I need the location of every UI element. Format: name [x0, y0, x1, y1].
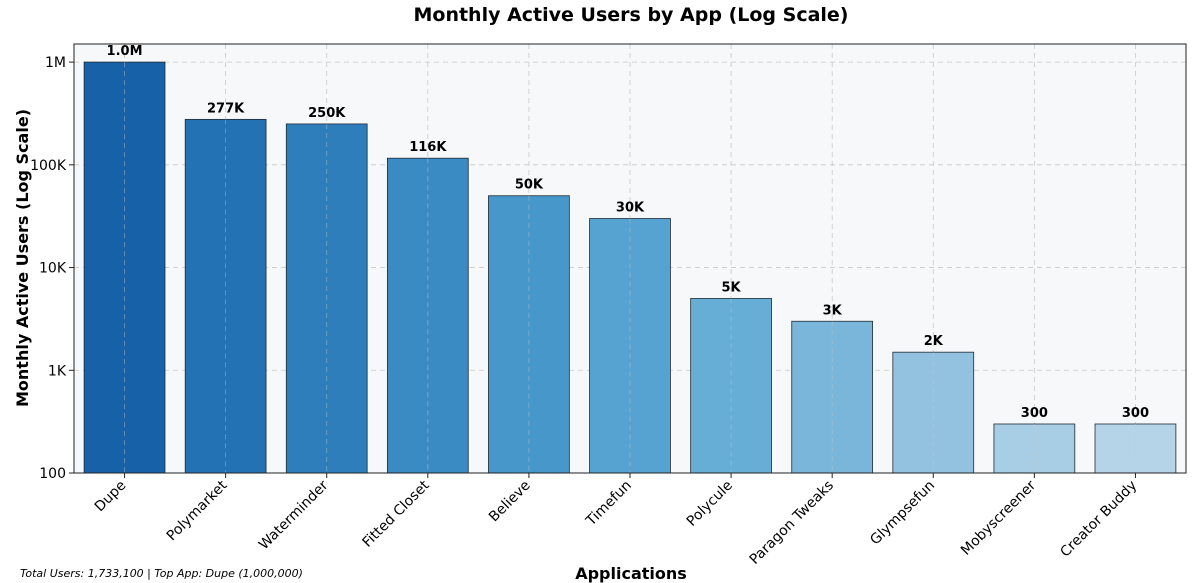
data-label: 30K: [616, 201, 645, 216]
y-tick-label: 1M: [45, 55, 66, 71]
y-axis-label: Monthly Active Users (Log Scale): [13, 109, 32, 407]
bar: [83, 61, 166, 474]
bar: [1094, 423, 1177, 474]
data-label: 300: [1122, 406, 1149, 421]
data-label: 116K: [409, 140, 447, 155]
bar: [184, 118, 267, 474]
x-tick-label: Polymarket: [164, 477, 231, 544]
data-label: 300: [1021, 406, 1048, 421]
x-tick-label: Paragon Tweaks: [747, 478, 837, 568]
x-tick-label: Fitted Closet: [359, 477, 433, 551]
y-tick-label: 100K: [30, 158, 67, 174]
x-tick-label: Dupe: [92, 478, 130, 516]
data-label: 2K: [924, 334, 944, 349]
y-tick-label: 100: [39, 466, 66, 482]
y-tick-label: 1K: [48, 363, 67, 379]
x-tick-label: Timefun: [583, 478, 635, 530]
x-axis-label: Applications: [575, 564, 687, 583]
x-tick-label: Polycule: [684, 478, 736, 530]
data-label: 3K: [823, 303, 843, 318]
data-label: 250K: [308, 106, 346, 121]
x-tick-label: Glympsefun: [867, 478, 938, 549]
x-tick-label: Waterminder: [256, 477, 332, 553]
chart-title: Monthly Active Users by App (Log Scale): [413, 4, 848, 26]
x-axis-ticks: Dupe Polymarket Waterminder Fitted Closet Be…: [92, 473, 1140, 568]
x-tick-label: Creator Buddy: [1057, 478, 1140, 561]
y-axis-ticks: 100 1K 10K 100K 1M: [30, 55, 74, 482]
data-label: 50K: [515, 178, 544, 193]
data-label: 277K: [207, 101, 245, 116]
x-tick-label: Believe: [486, 478, 534, 526]
footnote: Total Users: 1,733,100 | Top App: Dupe (…: [20, 567, 303, 580]
bar: [993, 423, 1076, 474]
x-tick-label: Mobyscreener: [958, 477, 1039, 558]
data-label: 1.0M: [107, 44, 143, 59]
bars: 1.0M 277K 250K 116K 50K 30K 5K 3K 2K 300 300: [83, 44, 1177, 474]
data-label: 5K: [722, 280, 742, 295]
y-tick-label: 10K: [39, 261, 67, 277]
